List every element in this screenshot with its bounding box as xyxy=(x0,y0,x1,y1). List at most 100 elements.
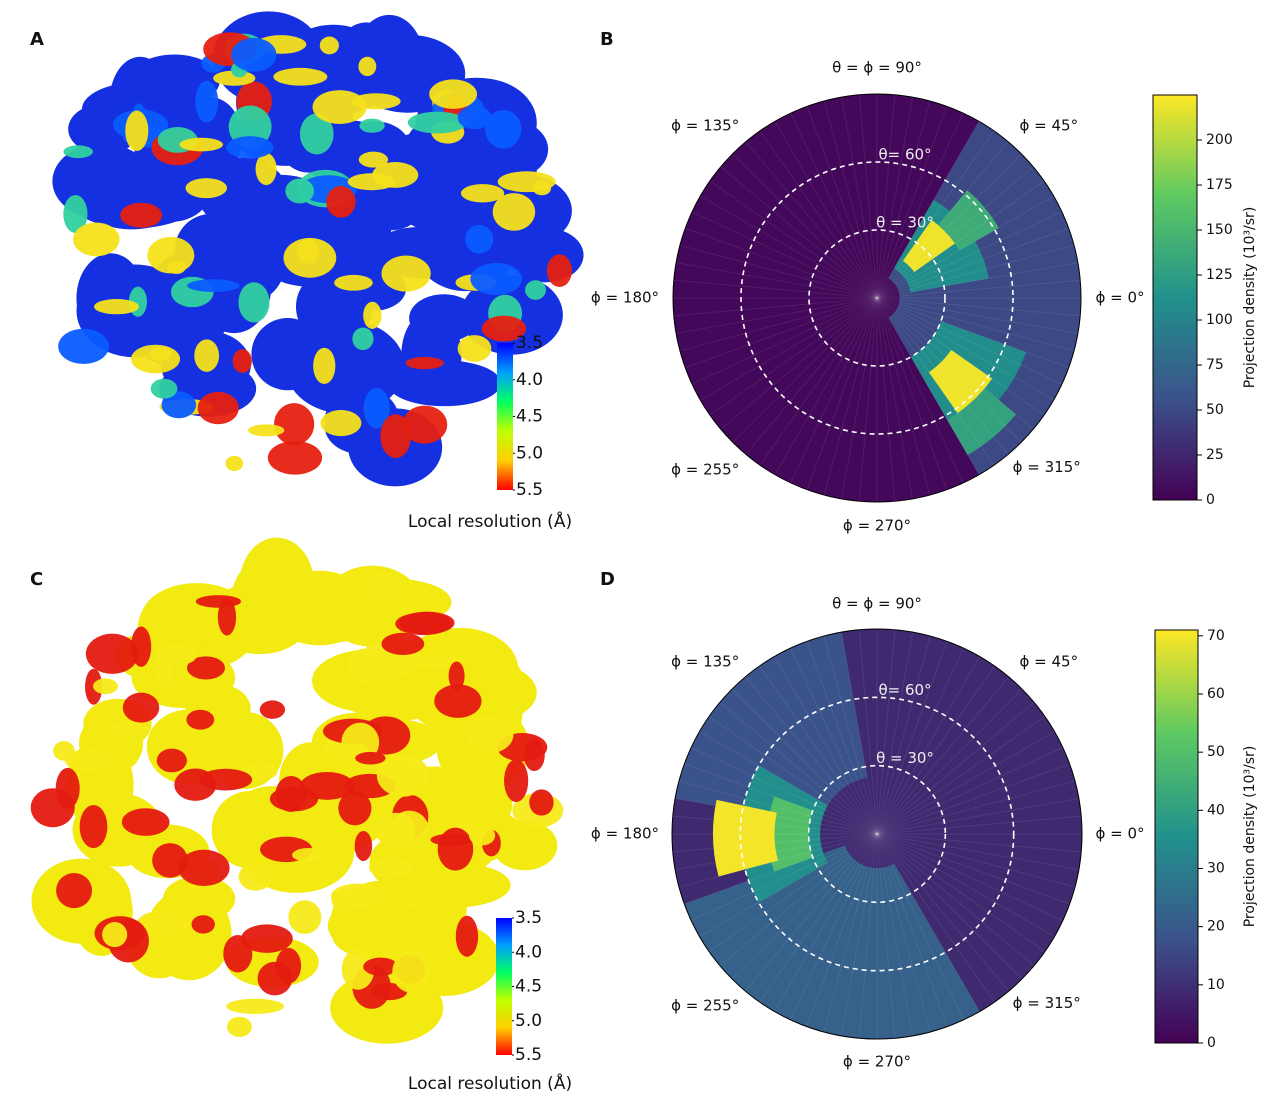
surface-patch xyxy=(313,348,335,384)
angle-label: ϕ = 315° xyxy=(1013,458,1081,476)
colorbar-tick-label: 50 xyxy=(1206,402,1224,418)
surface-patch xyxy=(525,280,546,300)
surface-patch xyxy=(187,279,240,292)
surface-patch xyxy=(53,741,75,761)
surface-patch xyxy=(86,634,139,674)
surface-patch xyxy=(120,203,162,228)
colorbar-tick-label: 30 xyxy=(1207,860,1225,876)
colorbar-tick-label: 125 xyxy=(1206,267,1233,283)
theta-label: θ = 30° xyxy=(876,749,934,767)
colorbar-title: Projection density (10³/sr) xyxy=(1242,746,1258,928)
colorbar-tick-label: 3.5 xyxy=(516,333,543,353)
surface-patch xyxy=(405,897,424,909)
surface-patch xyxy=(360,572,403,603)
surface-patch xyxy=(429,79,477,108)
surface-patch xyxy=(313,90,367,124)
surface-patch xyxy=(276,948,301,984)
surface-patch xyxy=(465,715,514,753)
surface-patch xyxy=(470,263,522,295)
surface-patch xyxy=(332,889,354,912)
surface-patch xyxy=(238,282,269,322)
theta-label: θ= 60° xyxy=(878,146,931,164)
surface-patch xyxy=(58,329,109,364)
angle-label: ϕ = 270° xyxy=(843,1053,911,1071)
surface-patch xyxy=(334,275,373,291)
colorbar-tick-label: 4.0 xyxy=(515,942,542,962)
surface-patch xyxy=(529,789,553,815)
surface-patch xyxy=(195,81,218,123)
surface-patch xyxy=(456,916,478,957)
colorbar-tick-label: 150 xyxy=(1206,222,1233,238)
surface-patch xyxy=(359,152,388,168)
surface-patch xyxy=(359,119,384,133)
surface-patch xyxy=(226,136,273,158)
surface-patch xyxy=(199,769,252,791)
colorbar-tick-label: 5.5 xyxy=(515,1045,542,1065)
colorbar xyxy=(1153,95,1197,500)
surface-patch xyxy=(381,633,424,655)
surface-patch xyxy=(285,178,314,203)
surface-patch xyxy=(151,379,178,399)
surface-patch xyxy=(381,256,430,292)
surface-patch xyxy=(93,678,118,694)
surface-patch xyxy=(276,776,307,812)
surface-patch xyxy=(131,345,180,374)
surface-patch xyxy=(469,825,495,845)
surface-patch xyxy=(352,327,373,350)
surface-patch xyxy=(125,111,148,151)
colorbar-tick-label: 10 xyxy=(1207,977,1225,993)
surface-patch xyxy=(408,112,467,134)
surface-patch xyxy=(392,951,431,993)
colorbar-tick-label: 4.5 xyxy=(516,407,543,427)
surface-patch xyxy=(226,999,284,1014)
surface-patch xyxy=(179,138,223,152)
surface-patch xyxy=(178,850,229,886)
angle-label: ϕ = 45° xyxy=(1020,653,1079,671)
surface-patch xyxy=(355,831,373,861)
surface-patch xyxy=(348,649,378,686)
surface-patch xyxy=(73,222,119,256)
colorbar-tick-label: 3.5 xyxy=(515,908,542,928)
surface-patch xyxy=(395,612,452,635)
surface-patch xyxy=(273,68,327,86)
surface-patch xyxy=(363,302,381,329)
surface-patch xyxy=(31,788,75,827)
colorbar-tick-label: 25 xyxy=(1206,447,1224,463)
colorbar-title: Local resolution (Å) xyxy=(408,1072,572,1094)
colorbar-tick-label: 5.5 xyxy=(516,480,543,500)
surface-patch xyxy=(369,857,413,878)
surface-patch xyxy=(233,349,252,373)
surface-patch xyxy=(355,752,385,765)
surface-patch xyxy=(94,299,139,314)
surface-patch xyxy=(292,848,325,862)
surface-patch xyxy=(320,410,361,436)
angle-label: ϕ = 135° xyxy=(671,117,739,135)
surface-patch xyxy=(147,237,194,274)
surface-patch xyxy=(449,662,465,691)
angle-label: ϕ = 315° xyxy=(1013,994,1081,1012)
colorbar-tick-label: 40 xyxy=(1207,802,1225,818)
theta-label: θ= 60° xyxy=(878,681,931,699)
panel-letter: C xyxy=(30,569,43,590)
surface-patch xyxy=(231,38,276,72)
surface-patch xyxy=(63,145,92,158)
surface-patch xyxy=(223,935,252,972)
surface-patch xyxy=(153,647,173,689)
surface-patch xyxy=(123,693,159,723)
colorbar-title: Local resolution (Å) xyxy=(408,510,572,532)
panel-letter: A xyxy=(30,29,44,50)
surface-patch xyxy=(227,1017,252,1037)
colorbar xyxy=(496,918,512,1055)
colorbar-tick-label: 75 xyxy=(1206,357,1224,373)
surface-patch xyxy=(283,238,336,278)
surface-base xyxy=(264,597,381,643)
surface-patch xyxy=(348,173,396,190)
surface-patch xyxy=(358,57,376,76)
surface-patch xyxy=(194,339,219,371)
surface-patch xyxy=(268,441,322,475)
surface-patch xyxy=(320,37,339,55)
surface-patch xyxy=(430,834,472,846)
colorbar-tick-label: 100 xyxy=(1206,312,1233,328)
angle-label: ϕ = 270° xyxy=(843,517,911,535)
surface-patch xyxy=(338,791,371,825)
